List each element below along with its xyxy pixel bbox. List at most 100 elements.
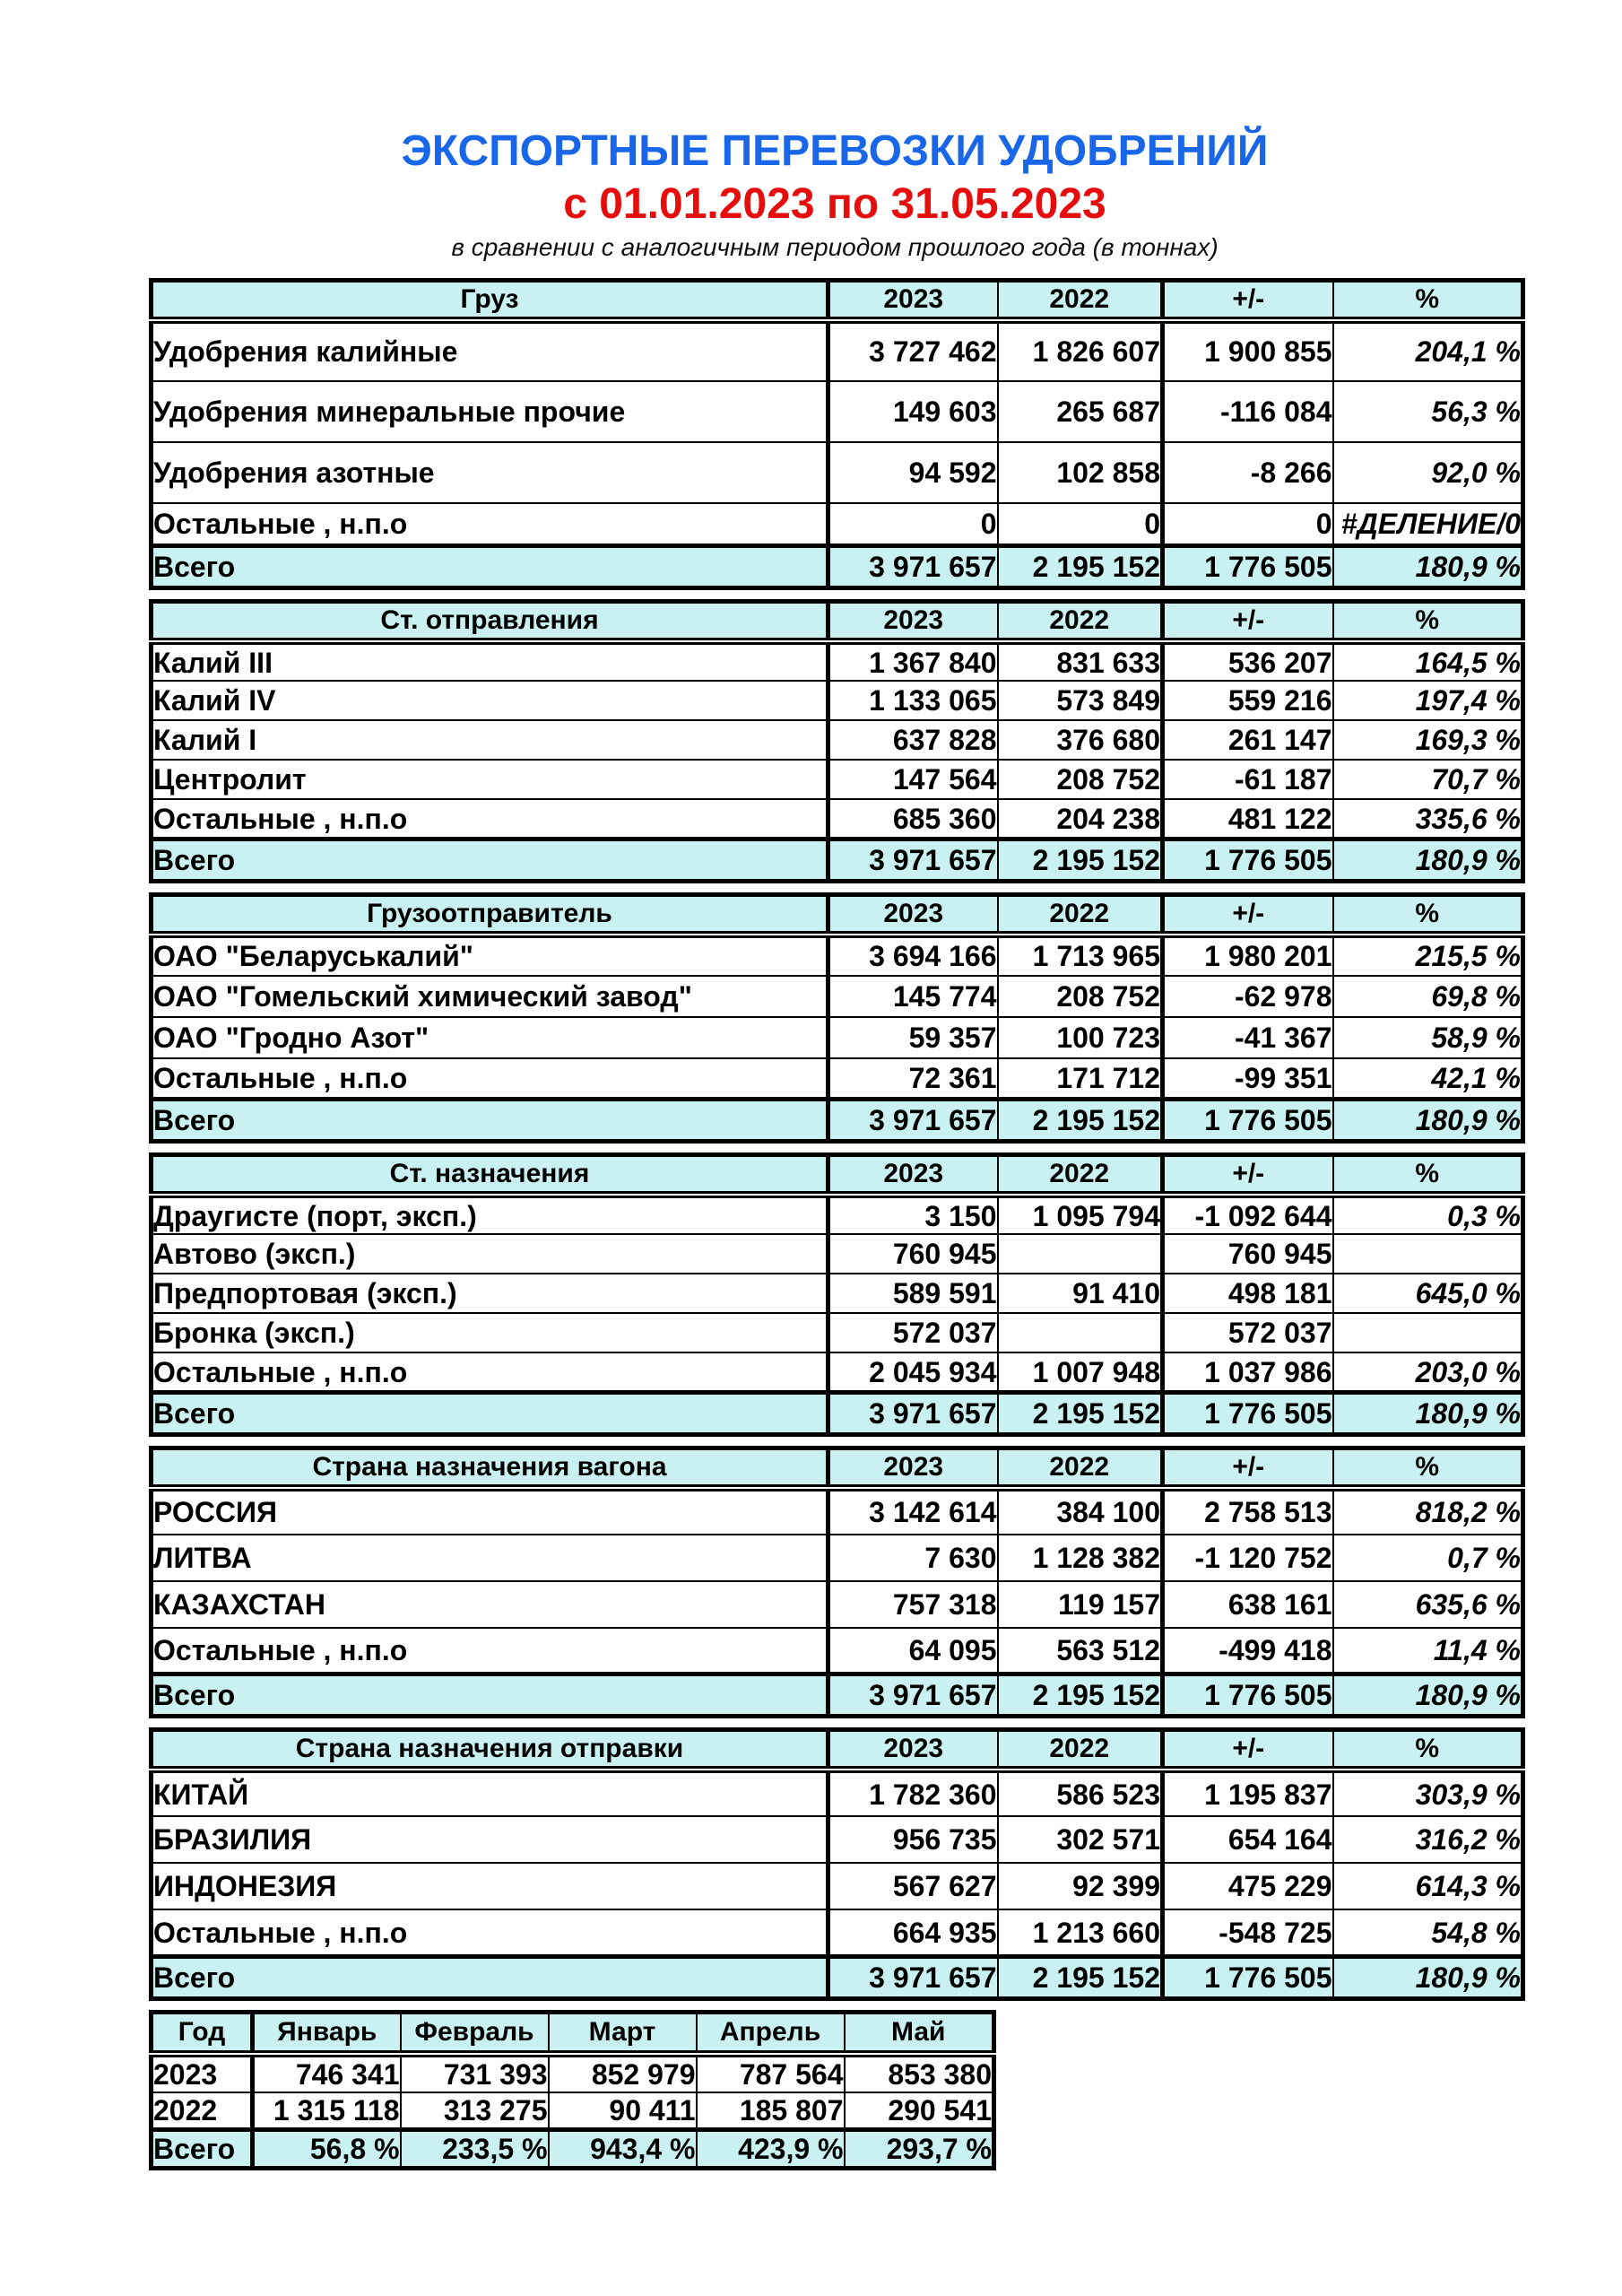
value-2022-cell: 102 858 xyxy=(996,440,1163,503)
value-2023-cell: 0 xyxy=(826,501,998,546)
value-2023-cell: 1 367 840 xyxy=(826,640,998,682)
delta-cell: -62 978 xyxy=(1160,974,1333,1017)
percent-cell: 335,6 % xyxy=(1331,798,1523,839)
col-header-2022: 2022 xyxy=(996,280,1163,324)
month-value-cell: 90 411 xyxy=(547,2091,697,2130)
value-2022-cell: 208 752 xyxy=(996,759,1163,800)
col-header-delta: +/- xyxy=(1160,601,1333,646)
table-row: Калий IV 1 133 065 573 849 559 216 197,4 % xyxy=(151,680,1523,721)
row-label-cell: ОАО "Беларуськалий" xyxy=(151,933,828,976)
row-label-cell: БРАЗИЛИЯ xyxy=(151,1815,828,1864)
percent-cell: 303,9 % xyxy=(1331,1769,1523,1817)
row-label-cell: Остальные , н.п.о xyxy=(151,1057,828,1100)
col-header-delta: +/- xyxy=(1160,1154,1333,1199)
month-value-cell: 852 979 xyxy=(547,2052,697,2092)
table-row: Остальные , н.п.о 72 361 171 712 -99 351 42,… xyxy=(151,1057,1523,1100)
value-2022-cell: 586 523 xyxy=(996,1769,1163,1817)
section-table-shipment-destination-country: Страна назначения отправки 2023 2022 +/-% КИ… xyxy=(149,1727,1525,2001)
value-2023-cell: 956 735 xyxy=(826,1815,998,1864)
row-label-cell: Удобрения калийные xyxy=(151,318,828,381)
total-delta-cell: 1 776 505 xyxy=(1160,1953,1333,1999)
delta-cell: -1 120 752 xyxy=(1160,1533,1333,1581)
row-label-cell: Калий III xyxy=(151,640,828,682)
value-2023-cell: 145 774 xyxy=(826,974,998,1017)
total-label-cell: Всего xyxy=(151,544,828,588)
percent-cell: 203,0 % xyxy=(1331,1352,1523,1393)
total-label-cell: Всего xyxy=(151,836,828,882)
table-row: Остальные , н.п.о 664 935 1 213 660 -548 72… xyxy=(151,1909,1523,1957)
year-label-cell: 2022 xyxy=(151,2091,253,2130)
month-percent-cell: 943,4 % xyxy=(547,2126,697,2169)
total-label-cell: Всего xyxy=(151,1097,828,1142)
delta-cell: 1 037 986 xyxy=(1160,1352,1333,1393)
value-2023-cell: 3 694 166 xyxy=(826,933,998,976)
percent-cell: 58,9 % xyxy=(1331,1015,1523,1058)
table-row: ЛИТВА 7 630 1 128 382 -1 120 752 0,7 % xyxy=(151,1533,1523,1581)
months-table: Год Январь Февраль Март Апрель Май 2023 746 341… xyxy=(149,2009,996,2170)
table-row: Калий I 637 828 376 680 261 147 169,3 % xyxy=(151,719,1523,761)
value-2023-cell: 589 591 xyxy=(826,1273,998,1314)
col-header-percent: % xyxy=(1331,1154,1523,1199)
row-label-cell: Автово (эксп.) xyxy=(151,1233,828,1274)
total-2023-cell: 3 971 657 xyxy=(826,544,998,588)
col-header-percent: % xyxy=(1331,1448,1523,1492)
table-row: Остальные , н.п.о 64 095 563 512 -499 418 11… xyxy=(151,1626,1523,1674)
col-header-2023: 2023 xyxy=(826,1154,998,1199)
row-label-cell: ЛИТВА xyxy=(151,1533,828,1581)
value-2022-cell: 831 633 xyxy=(996,640,1163,682)
percent-cell: 316,2 % xyxy=(1331,1815,1523,1864)
col-header-percent: % xyxy=(1331,280,1523,324)
percent-cell: 69,8 % xyxy=(1331,974,1523,1017)
months-total-row: Всего 56,8 % 233,5 % 943,4 % 423,9 % 293,7 % xyxy=(151,2126,994,2169)
delta-cell: -1 092 644 xyxy=(1160,1194,1333,1235)
table-row: Остальные , н.п.о 685 360 204 238 481 122 33… xyxy=(151,798,1523,839)
month-col-header: Май xyxy=(843,2012,994,2057)
total-percent-cell: 180,9 % xyxy=(1331,1953,1523,1999)
col-header-2023: 2023 xyxy=(826,894,998,938)
value-2023-cell: 637 828 xyxy=(826,719,998,761)
month-value-cell: 313 275 xyxy=(399,2091,549,2130)
delta-cell: 261 147 xyxy=(1160,719,1333,761)
value-2022-cell: 376 680 xyxy=(996,719,1163,761)
delta-cell: -548 725 xyxy=(1160,1909,1333,1957)
page-title: ЭКСПОРТНЫЕ ПЕРЕВОЗКИ УДОБРЕНИЙ xyxy=(401,127,1269,175)
percent-cell: 11,4 % xyxy=(1331,1626,1523,1674)
value-2023-cell: 685 360 xyxy=(826,798,998,839)
month-value-cell: 1 315 118 xyxy=(250,2091,401,2130)
row-label-cell: Удобрения азотные xyxy=(151,440,828,503)
total-delta-cell: 1 776 505 xyxy=(1160,836,1333,882)
value-2022-cell: 1 095 794 xyxy=(996,1194,1163,1235)
percent-cell: 0,7 % xyxy=(1331,1533,1523,1581)
table-row: ОАО "Гродно Азот" 59 357 100 723 -41 367 58,… xyxy=(151,1015,1523,1058)
row-label-cell: РОССИЯ xyxy=(151,1486,828,1535)
value-2023-cell: 59 357 xyxy=(826,1015,998,1058)
section-table-wagon-destination-country: Страна назначения вагона 2023 2022 +/-% РОСС… xyxy=(149,1445,1525,1719)
table-row: ИНДОНЕЗИЯ 567 627 92 399 475 229 614,3 % xyxy=(151,1862,1523,1910)
total-delta-cell: 1 776 505 xyxy=(1160,1097,1333,1142)
month-col-header: Апрель xyxy=(695,2012,845,2057)
col-header-percent: % xyxy=(1331,601,1523,646)
percent-cell: 614,3 % xyxy=(1331,1862,1523,1910)
delta-cell: 536 207 xyxy=(1160,640,1333,682)
total-2022-cell: 2 195 152 xyxy=(996,836,1163,882)
total-percent-cell: 180,9 % xyxy=(1331,544,1523,588)
percent-cell xyxy=(1331,1312,1523,1353)
total-percent-cell: 180,9 % xyxy=(1331,1672,1523,1717)
table-row: Остальные , н.п.о 0 0 0 #ДЕЛЕНИЕ/0 xyxy=(151,501,1523,546)
value-2022-cell xyxy=(996,1233,1163,1274)
value-2022-cell xyxy=(996,1312,1163,1353)
total-2022-cell: 2 195 152 xyxy=(996,544,1163,588)
year-label-cell: 2023 xyxy=(151,2052,253,2092)
month-value-cell: 853 380 xyxy=(843,2052,994,2092)
total-2022-cell: 2 195 152 xyxy=(996,1953,1163,1999)
total-percent-cell: 180,9 % xyxy=(1331,836,1523,882)
value-2023-cell: 1 133 065 xyxy=(826,680,998,721)
delta-cell: -41 367 xyxy=(1160,1015,1333,1058)
delta-cell: 572 037 xyxy=(1160,1312,1333,1353)
row-label-cell: Остальные , н.п.о xyxy=(151,1909,828,1957)
row-label-cell: КИТАЙ xyxy=(151,1769,828,1817)
section-header-row: Страна назначения вагона 2023 2022 +/-% xyxy=(151,1448,1523,1492)
months-year-row: 2022 1 315 118 313 275 90 411 185 807 290 541 xyxy=(151,2091,994,2130)
month-value-cell: 290 541 xyxy=(843,2091,994,2130)
value-2023-cell: 760 945 xyxy=(826,1233,998,1274)
